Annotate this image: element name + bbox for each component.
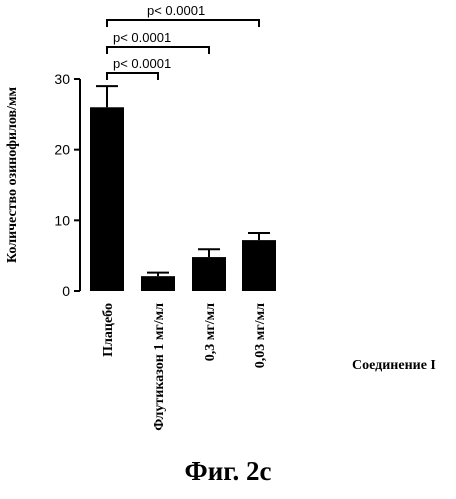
y-tick-label: 10	[54, 212, 70, 228]
figure-caption: Фиг. 2с	[0, 456, 456, 487]
y-tick-label: 30	[54, 71, 70, 87]
y-tick-label: 20	[54, 142, 70, 158]
significance-bracket	[107, 73, 158, 80]
x-tick-labels: Плацебо Флутиказон 1 мг/мл 0,3 мг/мл 0,03 м…	[101, 303, 268, 431]
y-axis-label: Количество озинофилов/мм	[5, 87, 20, 264]
x-tick-label: 0,03 мг/мл	[253, 303, 268, 368]
x-tick-label: Плацебо	[101, 303, 116, 357]
bar	[90, 107, 124, 291]
bar	[141, 276, 175, 291]
significance-bracket	[107, 47, 209, 54]
y-axis: 0 10 20 30	[54, 71, 80, 299]
x-tick-label: Флутиказон 1 мг/мл	[152, 303, 167, 431]
x-tick-label: 0,3 мг/мл	[203, 303, 218, 361]
bars	[90, 86, 276, 291]
significance-bracket	[107, 20, 259, 27]
significance-label: p< 0.0001	[113, 30, 171, 45]
significance-label: p< 0.0001	[147, 3, 205, 18]
y-tick-label: 0	[62, 283, 70, 299]
bar	[242, 240, 276, 291]
significance-label: p< 0.0001	[113, 56, 171, 71]
x-axis-label: Соединение I	[352, 358, 436, 374]
bar	[192, 257, 226, 291]
significance-brackets: p< 0.0001 p< 0.0001 p< 0.0001	[107, 3, 259, 80]
